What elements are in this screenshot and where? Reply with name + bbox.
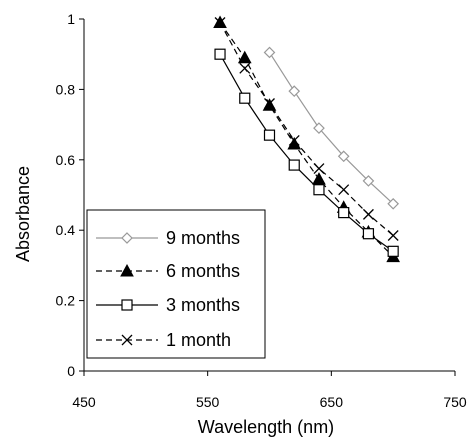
- data-point-6-months: [237, 50, 252, 64]
- data-point-1-month: [214, 17, 226, 28]
- y-axis-ticks: 0 0.2 0.4 0.6 0.8 1: [56, 11, 84, 379]
- x-tick-label: 750: [443, 394, 467, 410]
- data-point-3-months: [338, 207, 350, 219]
- legend-marker-6-months: [120, 263, 134, 277]
- series-1-month: [214, 17, 399, 241]
- legend-label-3-months: 3 months: [166, 295, 240, 315]
- y-tick-label: 0.8: [56, 81, 76, 97]
- data-point-9-months: [263, 46, 276, 59]
- legend-box: [86, 209, 266, 359]
- data-point-3-months: [263, 129, 276, 141]
- legend-marker-1-month: [121, 334, 133, 346]
- x-marker-stroke: [387, 230, 399, 241]
- series-layer: [213, 15, 401, 263]
- y-tick-label: 1: [67, 11, 75, 27]
- data-point-9-months: [337, 150, 350, 163]
- data-point-1-month: [288, 134, 300, 146]
- legend-label-9-months: 9 months: [166, 228, 240, 248]
- legend-label-1-month: 1 month: [166, 330, 231, 350]
- data-point-1-month: [313, 163, 325, 175]
- data-point-9-months: [313, 122, 325, 134]
- x-marker-stroke: [313, 163, 325, 175]
- legend: 9 months 6 months 3 months 1 month: [86, 209, 266, 359]
- y-tick-label: 0.4: [56, 222, 76, 238]
- y-tick-label: 0: [67, 363, 75, 379]
- x-marker-stroke: [121, 334, 133, 346]
- x-axis-ticks: 450 550 650 750: [72, 371, 467, 410]
- data-point-3-months: [288, 159, 300, 171]
- data-point-1-month: [264, 98, 275, 109]
- x-marker-stroke: [338, 184, 350, 196]
- data-point-3-months: [214, 48, 226, 60]
- x-marker-stroke: [264, 98, 275, 109]
- x-tick-label: 550: [196, 394, 220, 410]
- plot-area: 0 0.2 0.4 0.6 0.8 1 450 550 650 750: [56, 11, 467, 410]
- x-marker-stroke: [362, 208, 374, 220]
- series-line-6-months: [219, 22, 394, 258]
- data-point-1-month: [387, 230, 399, 241]
- legend-label-6-months: 6 months: [166, 261, 240, 281]
- y-axis-title: Absorbance: [13, 166, 33, 262]
- series-9-months: [263, 46, 400, 210]
- x-tick-label: 450: [72, 394, 96, 410]
- data-point-9-months: [288, 85, 301, 98]
- data-point-1-month: [239, 62, 251, 74]
- data-point-3-months: [362, 228, 375, 240]
- y-tick-label: 0.6: [56, 152, 76, 168]
- x-marker-stroke: [214, 17, 226, 28]
- series-line-9-months: [268, 52, 394, 205]
- data-point-3-months: [239, 92, 251, 104]
- y-tick-label: 0.2: [56, 293, 76, 309]
- data-point-3-months: [313, 184, 325, 196]
- data-point-3-months: [387, 245, 399, 257]
- data-point-1-month: [338, 184, 350, 196]
- legend-marker-9-months: [121, 232, 133, 244]
- data-point-1-month: [362, 208, 374, 220]
- legend-marker-3-months: [121, 299, 133, 311]
- series-3-months: [214, 48, 399, 257]
- data-point-6-months: [312, 172, 326, 185]
- x-axis-title: Wavelength (nm): [198, 417, 334, 437]
- x-marker-stroke: [239, 62, 251, 74]
- data-point-9-months: [362, 175, 375, 187]
- data-point-9-months: [387, 197, 400, 210]
- x-tick-label: 650: [320, 394, 344, 410]
- x-marker-stroke: [288, 134, 300, 146]
